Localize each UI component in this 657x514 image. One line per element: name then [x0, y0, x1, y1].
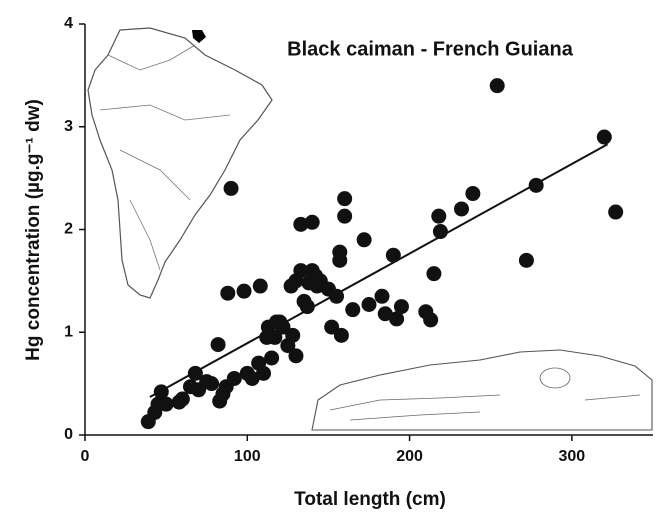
data-point [454, 201, 470, 217]
data-point [226, 370, 242, 386]
data-point [393, 299, 409, 315]
x-tick-label: 100 [234, 448, 261, 465]
map-borders [99, 44, 231, 271]
data-point [252, 278, 268, 294]
data-point [299, 299, 315, 315]
data-point [223, 180, 239, 196]
data-point [158, 396, 174, 412]
data-point [489, 78, 505, 94]
data-point [361, 297, 377, 313]
data-point [236, 283, 252, 299]
data-point [518, 252, 534, 268]
data-point [187, 365, 203, 381]
caiman-details [329, 367, 641, 421]
data-point [389, 311, 405, 327]
data-point [596, 129, 612, 145]
data-point [377, 306, 393, 322]
data-point [465, 186, 481, 202]
data-point [423, 312, 439, 328]
data-point [244, 370, 260, 386]
y-tick-label: 4 [64, 15, 73, 32]
data-point [337, 191, 353, 207]
x-tick-label: 0 [81, 448, 90, 465]
data-point [288, 348, 304, 364]
data-point [385, 247, 401, 263]
data-point [374, 288, 390, 304]
data-point [293, 263, 309, 279]
data-point [174, 391, 190, 407]
data-point [426, 266, 442, 282]
caiman-illustration [311, 349, 653, 431]
french-guiana [192, 30, 206, 43]
data-point [608, 204, 624, 220]
data-point [220, 285, 236, 301]
data-point [256, 365, 272, 381]
data-point [264, 350, 280, 366]
data-point [304, 214, 320, 230]
data-point [337, 208, 353, 224]
y-axis-label: Hg concentration (µg.g⁻¹ dw) [23, 99, 44, 361]
data-point [285, 327, 301, 343]
data-point [356, 232, 372, 248]
data-point [267, 329, 283, 345]
data-point [153, 384, 169, 400]
data-point [293, 216, 309, 232]
data-point [431, 208, 447, 224]
data-point [210, 337, 226, 353]
chart-title: Black caiman - French Guiana [287, 38, 574, 60]
data-point [345, 302, 361, 318]
map-illustration [87, 27, 273, 299]
data-point [432, 224, 448, 240]
y-tick-label: 1 [64, 323, 73, 340]
data-point [329, 288, 345, 304]
x-tick-label: 200 [396, 448, 423, 465]
data-point [332, 244, 348, 260]
data-point [528, 177, 544, 193]
data-point [204, 376, 220, 392]
x-tick-label: 300 [559, 448, 586, 465]
data-point [333, 327, 349, 343]
x-axis-label: Total length (cm) [294, 489, 446, 510]
y-tick-label: 0 [64, 426, 73, 443]
y-tick-label: 3 [64, 118, 73, 135]
y-tick-label: 2 [64, 221, 73, 238]
